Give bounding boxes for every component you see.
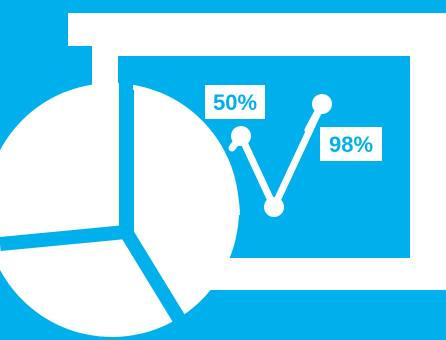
line-point-left	[231, 126, 251, 146]
percent-label-50-text: 50%	[213, 90, 257, 115]
percent-label-98-text: 98%	[329, 132, 373, 157]
percent-label-50: 50%	[205, 85, 265, 119]
line-point-right	[312, 94, 332, 114]
percent-label-98-bg	[320, 127, 382, 161]
percent-label-98: 98%	[320, 127, 382, 161]
pie-gap-left	[0, 225, 127, 251]
pie-slice-detached	[136, 100, 240, 226]
pie-gap-lower-right	[120, 228, 198, 340]
percent-label-50-bg	[205, 85, 265, 119]
board-top-bar	[68, 13, 446, 46]
line-point-bottom	[264, 197, 284, 217]
